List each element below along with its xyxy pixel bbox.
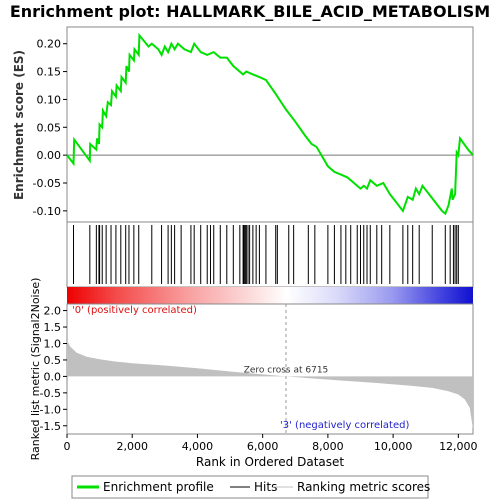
hits-panel [66, 221, 474, 288]
x-tick-label: 0 [64, 440, 71, 453]
es-y-tick-label: -0.10 [33, 205, 61, 218]
es-y-tick-label: 0.15 [37, 66, 62, 79]
metric-y-tick-label: 0.0 [44, 370, 62, 383]
metric-y-axis: -1.5 -1.0 -0.5 0.0 0.5 1.0 1.5 2.0 [40, 305, 67, 433]
es-y-label: Enrichment score (ES) [12, 50, 26, 200]
positive-label: '0' (positively correlated) [72, 305, 197, 316]
x-tick-label: 6,000 [247, 440, 279, 453]
rank-color-bar [67, 287, 473, 304]
es-panel [66, 26, 474, 223]
metric-y-label: Ranked list metric (Signal2Noise) [29, 278, 42, 461]
metric-y-tick-label: -1.5 [40, 420, 61, 433]
es-y-tick-label: 0.00 [37, 149, 62, 162]
metric-y-tick-label: -1.0 [40, 403, 61, 416]
x-axis-label: Rank in Ordered Dataset [196, 455, 344, 469]
chart-title: Enrichment plot: HALLMARK_BILE_ACID_META… [10, 2, 490, 21]
es-y-axis: -0.10 -0.05 0.00 0.05 0.10 0.15 0.20 [33, 38, 67, 218]
legend-metric-label: Ranking metric scores [297, 480, 430, 494]
enrichment-profile-line [66, 32, 474, 216]
metric-y-tick-label: 1.5 [44, 321, 62, 334]
es-y-tick-label: 0.05 [37, 121, 62, 134]
x-tick-label: 8,000 [312, 440, 344, 453]
legend-hits-label: Hits [254, 480, 277, 494]
metric-y-tick-label: -0.5 [40, 387, 61, 400]
legend-profile-label: Enrichment profile [103, 480, 214, 494]
x-tick-label: 4,000 [182, 440, 214, 453]
x-axis: 0 2,000 4,000 6,000 8,000 10,000 12,000 [64, 434, 478, 453]
es-y-tick-label: 0.20 [37, 38, 62, 51]
x-tick-label: 12,000 [439, 440, 478, 453]
x-tick-label: 10,000 [374, 440, 413, 453]
hits-marks [73, 225, 459, 284]
es-y-tick-label: -0.05 [33, 177, 61, 190]
metric-y-tick-label: 2.0 [44, 305, 62, 318]
metric-y-tick-label: 0.5 [44, 354, 62, 367]
zero-cross-label: Zero cross at 6715 [244, 365, 329, 375]
x-tick-label: 2,000 [116, 440, 148, 453]
negative-label: '3' (negatively correlated) [280, 420, 409, 431]
es-y-tick-label: 0.10 [37, 93, 62, 106]
metric-y-tick-label: 1.0 [44, 337, 62, 350]
